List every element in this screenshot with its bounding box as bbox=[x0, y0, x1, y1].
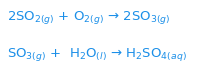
Text: 2SO$_{2(g)}$ + O$_{2(g)}$ → 2SO$_{3(g)}$: 2SO$_{2(g)}$ + O$_{2(g)}$ → 2SO$_{3(g)}$ bbox=[7, 9, 170, 26]
Text: SO$_{3(g)}$ +  H$_2$O$_{(l)}$ → H$_2$SO$_{4(aq)}$: SO$_{3(g)}$ + H$_2$O$_{(l)}$ → H$_2$SO$_… bbox=[7, 46, 186, 63]
